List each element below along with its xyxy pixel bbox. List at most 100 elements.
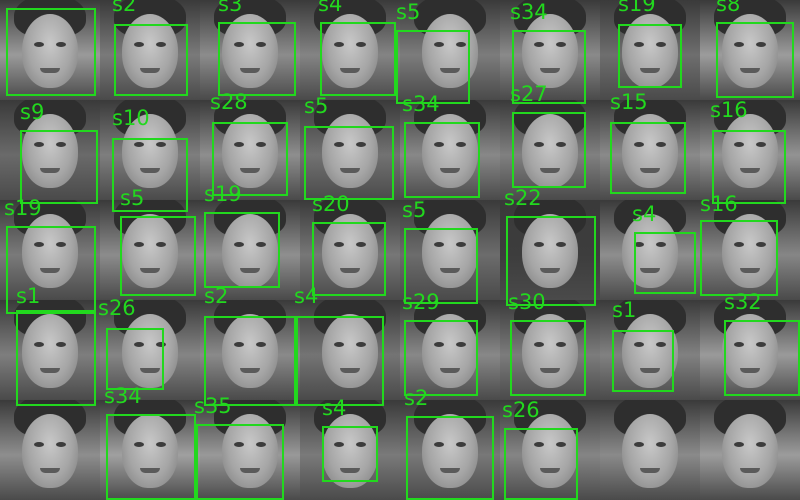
face-shape	[522, 314, 578, 388]
face-shape	[722, 414, 778, 488]
face-photo-tile	[500, 400, 600, 500]
face-shape	[622, 114, 678, 188]
mouth-shape	[440, 268, 460, 273]
face-shape	[122, 314, 178, 388]
face-photo-tile	[200, 0, 300, 100]
eye-shape	[734, 242, 744, 247]
mouth-shape	[140, 268, 160, 273]
mouth-shape	[140, 168, 160, 173]
face-photo-tile	[700, 200, 800, 300]
face-shape	[122, 14, 178, 88]
mouth-shape	[240, 368, 260, 373]
eye-shape	[556, 42, 566, 47]
eye-shape	[256, 42, 266, 47]
eye-shape	[634, 42, 644, 47]
mouth-shape	[440, 168, 460, 173]
eye-shape	[56, 242, 66, 247]
eye-shape	[34, 42, 44, 47]
face-photo-tile	[700, 300, 800, 400]
face-shape	[722, 114, 778, 188]
eye-shape	[56, 342, 66, 347]
face-shape	[222, 414, 278, 488]
face-photo-tile	[0, 100, 100, 200]
face-shape	[22, 14, 78, 88]
eye-shape	[156, 42, 166, 47]
eye-shape	[134, 42, 144, 47]
mouth-shape	[640, 268, 660, 273]
face-shape	[522, 214, 578, 288]
face-photo-tile	[0, 200, 100, 300]
face-photo-tile	[400, 300, 500, 400]
eye-shape	[556, 342, 566, 347]
eye-shape	[34, 242, 44, 247]
mouth-shape	[440, 468, 460, 473]
eye-shape	[456, 242, 466, 247]
mouth-shape	[40, 368, 60, 373]
eye-shape	[756, 142, 766, 147]
face-shape	[22, 414, 78, 488]
eye-shape	[334, 42, 344, 47]
eye-shape	[256, 242, 266, 247]
eye-shape	[734, 442, 744, 447]
eye-shape	[156, 342, 166, 347]
face-shape	[322, 414, 378, 488]
eye-shape	[256, 342, 266, 347]
face-photo-tile	[600, 100, 700, 200]
eye-shape	[534, 342, 544, 347]
mouth-shape	[240, 268, 260, 273]
mouth-shape	[740, 68, 760, 73]
mouth-shape	[540, 68, 560, 73]
mouth-shape	[340, 168, 360, 173]
face-photo-tile	[300, 0, 400, 100]
face-photo-tile	[600, 400, 700, 500]
eye-shape	[134, 142, 144, 147]
eye-shape	[534, 242, 544, 247]
mouth-shape	[40, 468, 60, 473]
eye-shape	[556, 242, 566, 247]
eye-shape	[734, 342, 744, 347]
face-photo-tile	[500, 100, 600, 200]
eye-shape	[134, 242, 144, 247]
mouth-shape	[340, 468, 360, 473]
face-photo-tile	[500, 200, 600, 300]
face-photo-tile	[500, 0, 600, 100]
eye-shape	[756, 42, 766, 47]
face-shape	[122, 114, 178, 188]
eye-shape	[156, 242, 166, 247]
eye-shape	[356, 442, 366, 447]
face-shape	[522, 14, 578, 88]
eye-shape	[434, 342, 444, 347]
face-shape	[322, 14, 378, 88]
face-shape	[722, 214, 778, 288]
face-photo-tile	[100, 100, 200, 200]
eye-shape	[456, 342, 466, 347]
face-photo-tile	[400, 0, 500, 100]
mouth-shape	[40, 68, 60, 73]
eye-shape	[534, 42, 544, 47]
eye-shape	[334, 442, 344, 447]
face-photo-tile	[200, 400, 300, 500]
mouth-shape	[740, 368, 760, 373]
face-shape	[722, 14, 778, 88]
face-shape	[22, 314, 78, 388]
mouth-shape	[340, 68, 360, 73]
face-shape	[122, 214, 178, 288]
mouth-shape	[140, 368, 160, 373]
eye-shape	[134, 342, 144, 347]
face-photo-tile	[200, 300, 300, 400]
eye-shape	[434, 242, 444, 247]
face-shape	[322, 214, 378, 288]
face-photo-tile	[500, 300, 600, 400]
face-photo-tile	[200, 200, 300, 300]
eye-shape	[134, 442, 144, 447]
face-shape	[22, 214, 78, 288]
mouth-shape	[140, 468, 160, 473]
face-photo-tile	[200, 100, 300, 200]
face-photo-tile	[400, 400, 500, 500]
face-photo-tile	[400, 100, 500, 200]
mouth-shape	[340, 268, 360, 273]
mouth-shape	[40, 168, 60, 173]
face-photo-tile	[100, 300, 200, 400]
mouth-shape	[440, 368, 460, 373]
